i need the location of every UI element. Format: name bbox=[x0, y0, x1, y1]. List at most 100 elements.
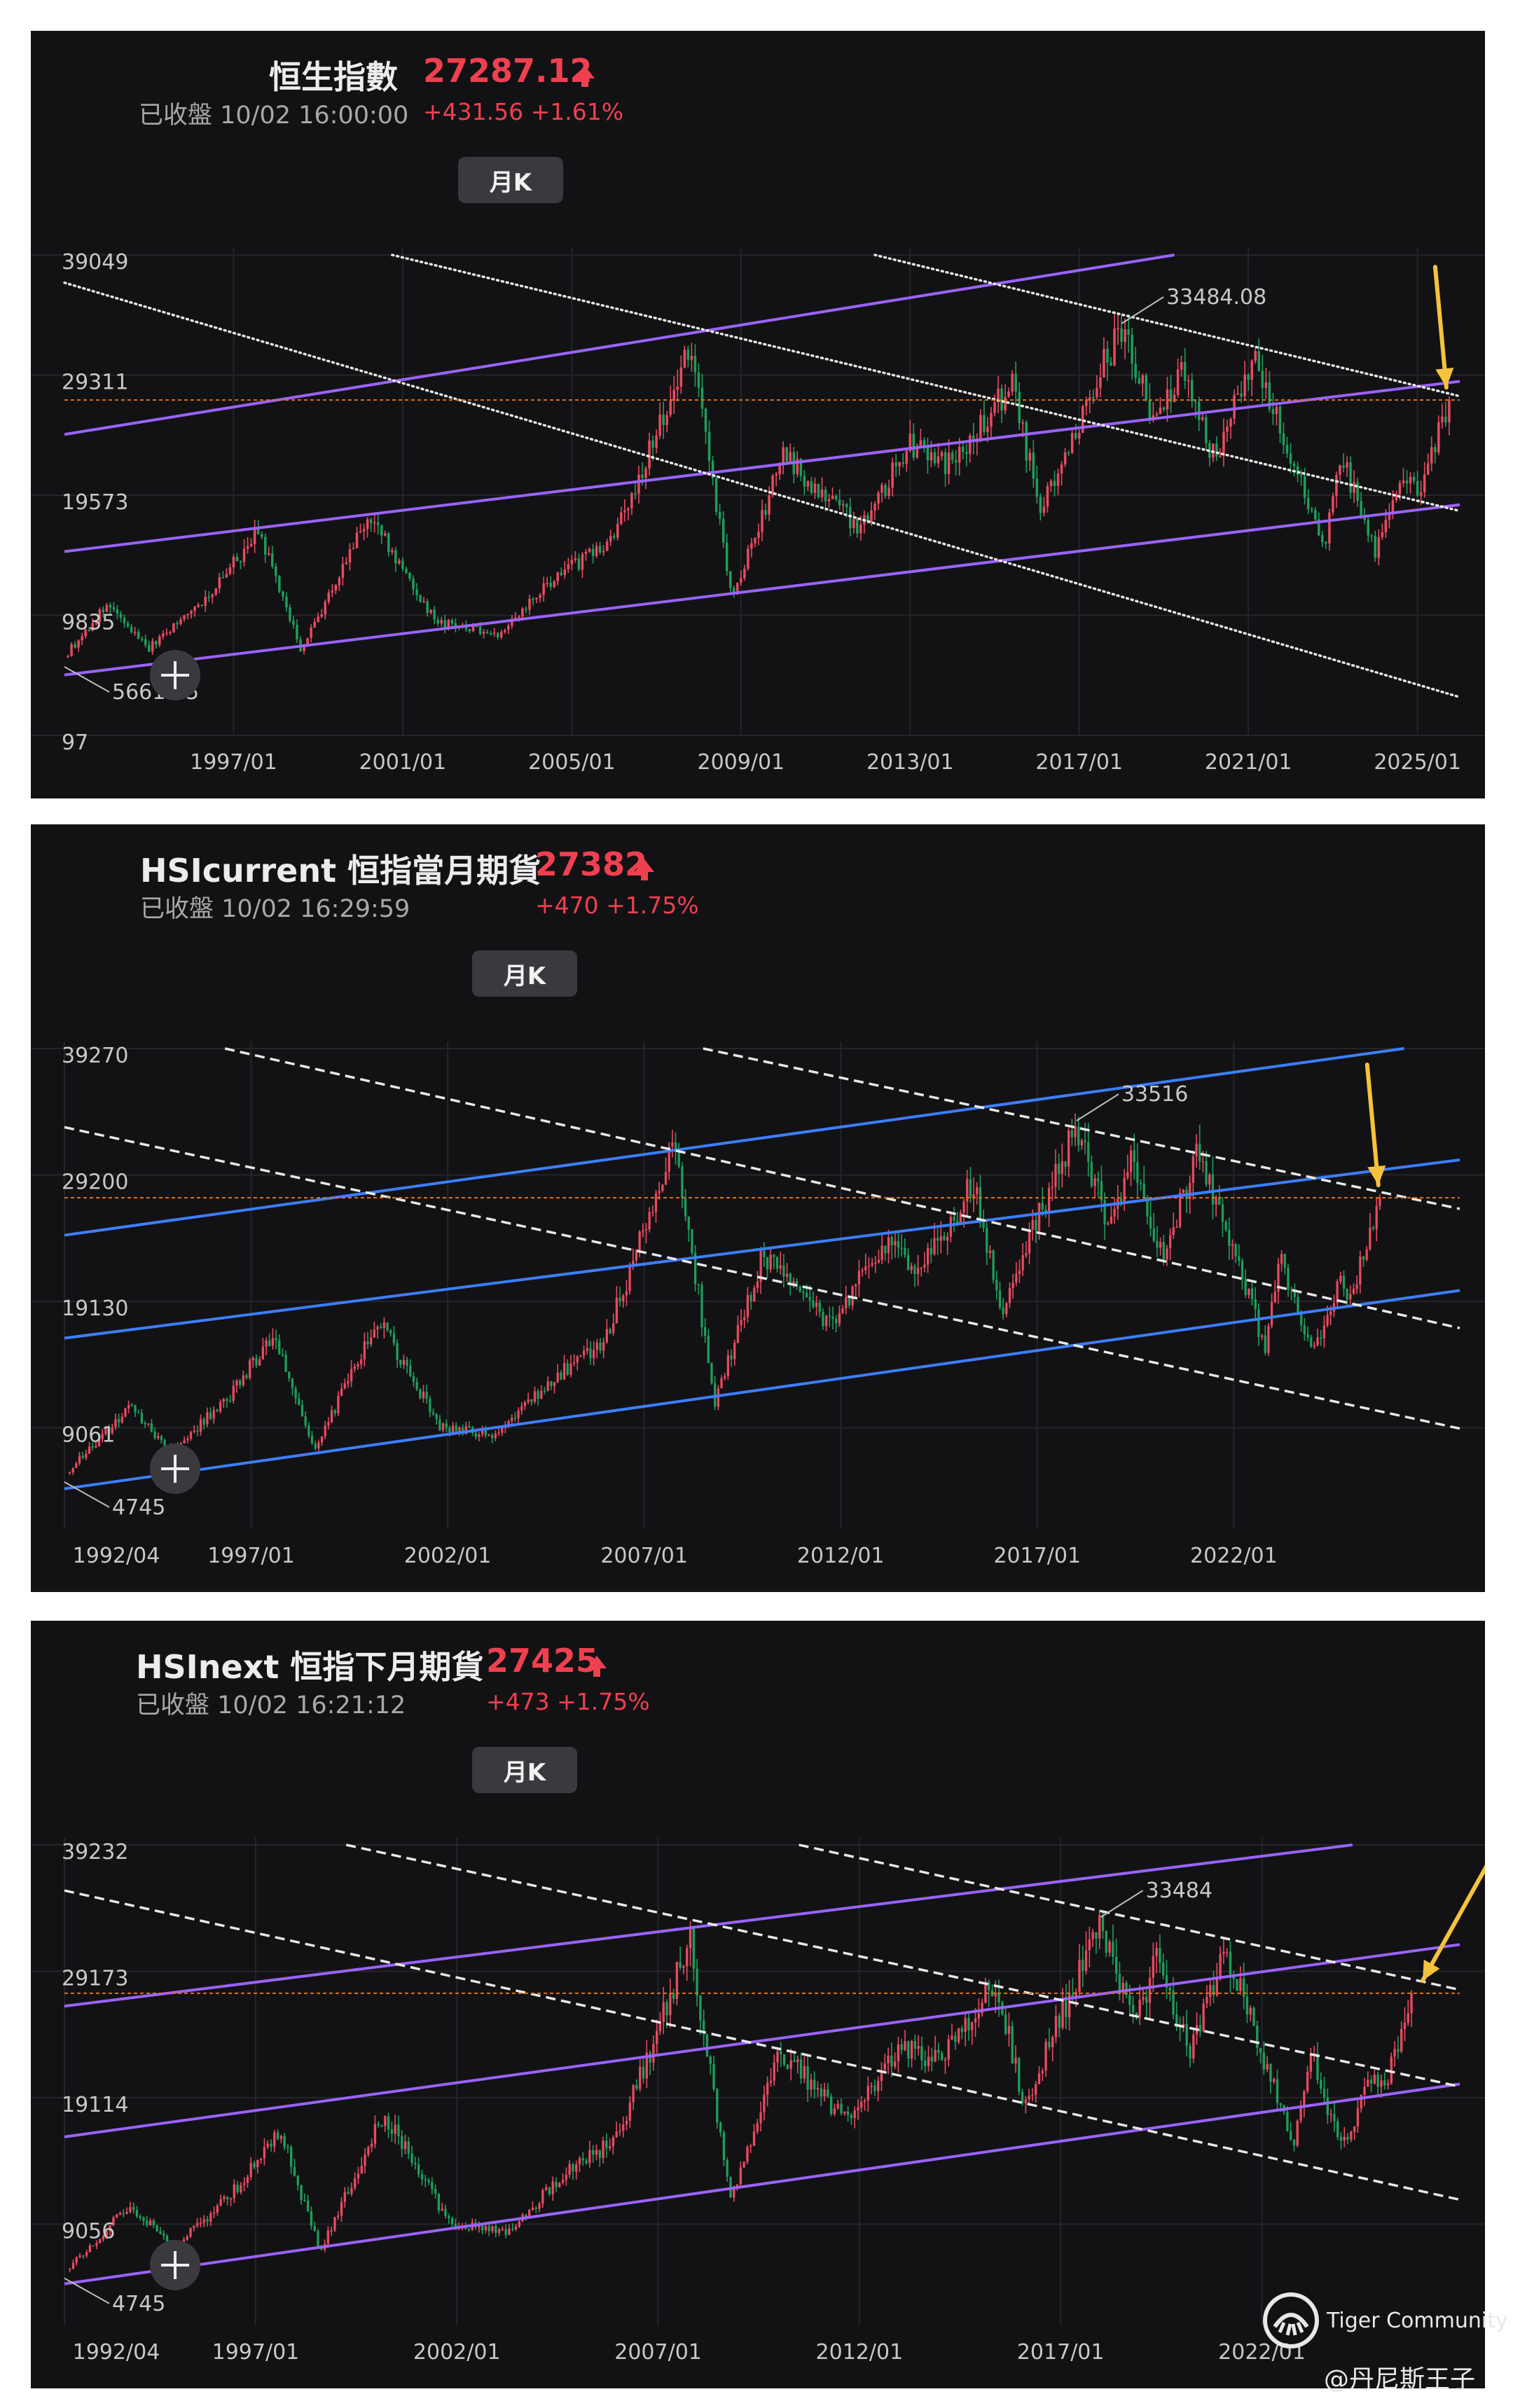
candle bbox=[1416, 480, 1419, 496]
candle bbox=[193, 2225, 195, 2228]
candle bbox=[808, 1296, 811, 1301]
candle bbox=[429, 1399, 431, 1413]
crosshair-button[interactable] bbox=[150, 2240, 200, 2290]
candle bbox=[675, 1962, 679, 1999]
candle bbox=[612, 536, 616, 538]
candle bbox=[577, 558, 581, 570]
candle bbox=[665, 2002, 668, 2016]
candle bbox=[204, 597, 207, 607]
candle bbox=[1332, 496, 1334, 513]
candle bbox=[648, 1212, 651, 1230]
candle bbox=[1063, 452, 1067, 465]
candle bbox=[1292, 463, 1296, 466]
candle bbox=[703, 2020, 705, 2035]
candle bbox=[165, 632, 168, 635]
candle bbox=[827, 2089, 829, 2097]
y-tick-label: 19130 bbox=[62, 1296, 128, 1321]
candle bbox=[1289, 2131, 1292, 2140]
candlestick-chart[interactable]: 97 9835 19573 29311 39049 1997/01 2001/01 2005/… bbox=[31, 227, 1485, 787]
candle bbox=[971, 2022, 974, 2030]
candle bbox=[786, 2064, 789, 2069]
annotation-leader bbox=[64, 1481, 110, 1508]
candle bbox=[1346, 1288, 1348, 1300]
author-handle: @丹尼斯王子 bbox=[1324, 2365, 1476, 2394]
candlestick-chart[interactable]: 9061 19130 29200 39270 1992/04 1997/01 2002/01… bbox=[31, 1020, 1485, 1581]
candle bbox=[197, 604, 200, 607]
candle bbox=[906, 1254, 910, 1271]
highlight-arrow-icon bbox=[1365, 1063, 1381, 1188]
candle bbox=[1139, 1183, 1142, 1184]
candle bbox=[1407, 2013, 1409, 2023]
candle bbox=[709, 2056, 712, 2064]
candle bbox=[1326, 1315, 1329, 1326]
candle bbox=[156, 2225, 158, 2231]
period-selector-button[interactable]: 月K bbox=[472, 950, 577, 997]
candle bbox=[157, 1436, 160, 1439]
candle bbox=[95, 622, 98, 623]
candle bbox=[347, 2192, 350, 2194]
candle bbox=[1129, 1150, 1133, 1172]
candle bbox=[894, 462, 897, 466]
candle bbox=[566, 1363, 569, 1375]
candle bbox=[1339, 2137, 1343, 2141]
candle bbox=[697, 1284, 700, 1285]
crosshair-button[interactable] bbox=[150, 1444, 200, 1494]
candle bbox=[199, 2222, 202, 2224]
candle bbox=[662, 414, 665, 425]
period-selector-button[interactable]: 月K bbox=[458, 157, 563, 203]
candle bbox=[147, 1423, 150, 1425]
candle bbox=[369, 519, 373, 524]
candle bbox=[1262, 2052, 1266, 2070]
candle bbox=[401, 2136, 403, 2150]
candle bbox=[1326, 2097, 1329, 2115]
candle bbox=[488, 1434, 490, 1437]
candle bbox=[447, 620, 450, 628]
candle bbox=[1329, 1311, 1332, 1315]
candle bbox=[1152, 1229, 1155, 1241]
candle bbox=[958, 447, 961, 463]
candle bbox=[591, 2150, 595, 2155]
candle bbox=[507, 1420, 510, 1425]
candle bbox=[433, 609, 436, 620]
candle bbox=[1189, 1182, 1191, 1199]
candle bbox=[132, 2207, 135, 2210]
trend-line bbox=[64, 254, 1175, 436]
candle bbox=[1185, 2023, 1188, 2047]
trend-line bbox=[345, 1843, 1460, 2088]
candle bbox=[1346, 462, 1348, 468]
candle bbox=[1257, 351, 1261, 371]
candle bbox=[773, 1254, 775, 1257]
candle bbox=[824, 489, 827, 501]
candle bbox=[206, 1412, 209, 1425]
candle bbox=[443, 620, 447, 628]
x-tick-label: 2007/01 bbox=[614, 2340, 702, 2365]
candle bbox=[789, 452, 792, 462]
candle bbox=[1261, 371, 1264, 388]
candle bbox=[81, 636, 83, 641]
candle bbox=[440, 620, 443, 624]
crosshair-button[interactable] bbox=[150, 650, 200, 700]
candle bbox=[1165, 1975, 1168, 1988]
candle bbox=[425, 1392, 428, 1399]
candle bbox=[1303, 476, 1306, 498]
candle bbox=[965, 452, 968, 454]
x-tick-label: 2017/01 bbox=[993, 1544, 1081, 1568]
period-selector-button[interactable]: 月K bbox=[472, 1747, 577, 1793]
candle bbox=[576, 1356, 579, 1363]
price-up-arrow-icon bbox=[587, 1656, 607, 1677]
candle bbox=[1119, 1198, 1123, 1202]
candle bbox=[107, 1428, 111, 1434]
candle bbox=[209, 1412, 212, 1419]
candle bbox=[681, 1166, 684, 1198]
candle bbox=[1046, 486, 1049, 507]
candle bbox=[289, 607, 291, 621]
candle bbox=[1369, 1227, 1372, 1250]
candle bbox=[910, 1266, 913, 1271]
candlestick-chart[interactable]: 9056 19114 29173 39232 1992/04 1997/01 2002/01… bbox=[31, 1817, 1485, 2377]
candle bbox=[78, 1455, 81, 1464]
candle bbox=[923, 1264, 926, 1268]
candle bbox=[916, 1268, 920, 1274]
candle bbox=[964, 2018, 967, 2033]
candle bbox=[693, 356, 697, 373]
candle bbox=[743, 569, 746, 579]
